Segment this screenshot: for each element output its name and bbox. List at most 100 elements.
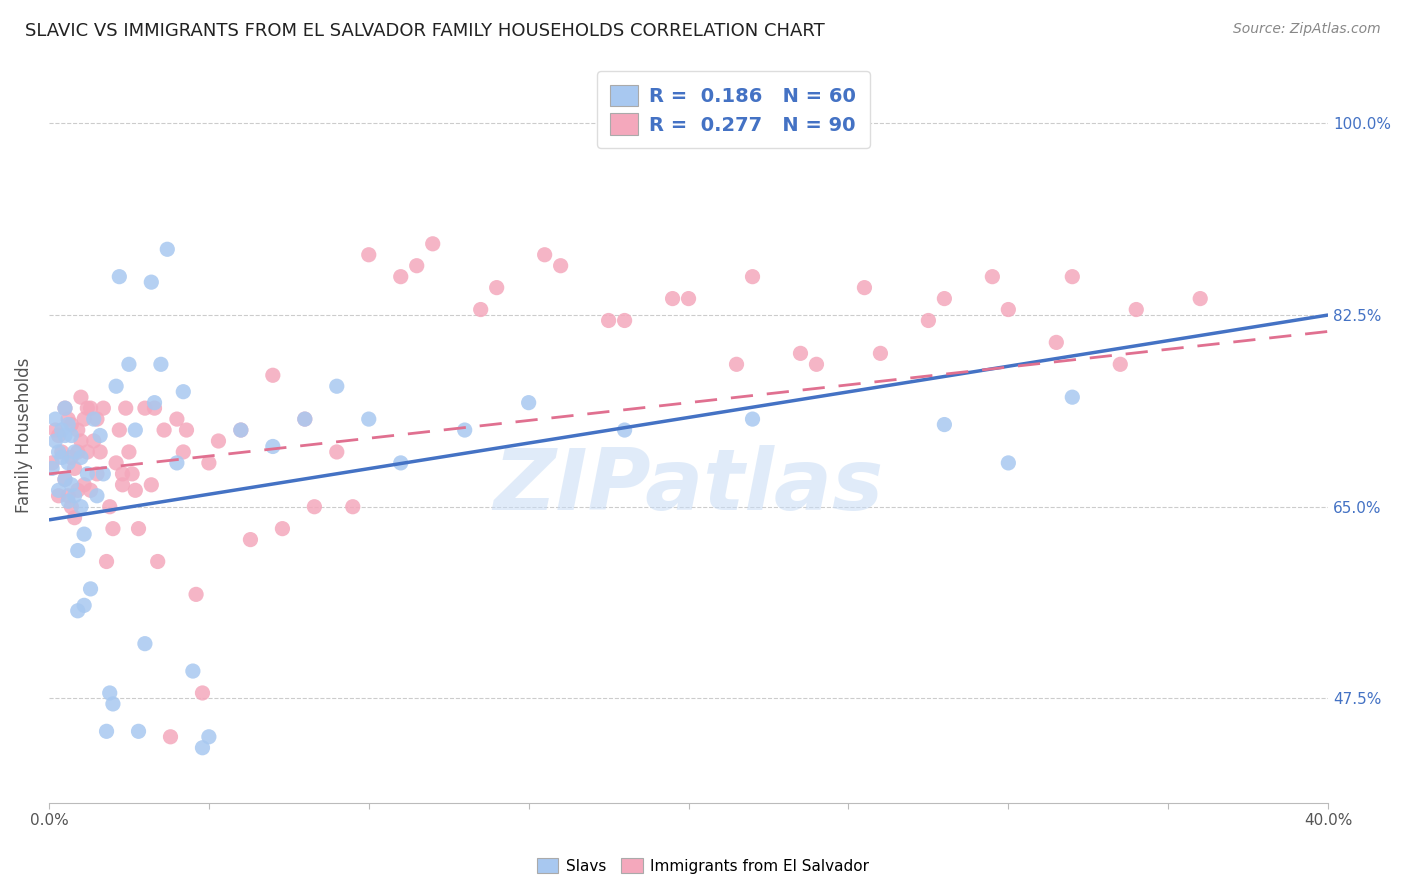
- Point: [134, 637, 156, 651]
- Point: [357, 412, 380, 426]
- Point: [118, 357, 141, 371]
- Point: [44, 412, 66, 426]
- Point: [76, 445, 98, 459]
- Point: [79, 483, 101, 498]
- Point: [191, 686, 214, 700]
- Text: ZIPatlas: ZIPatlas: [494, 445, 884, 528]
- Point: [128, 724, 150, 739]
- Point: [198, 456, 221, 470]
- Point: [422, 236, 444, 251]
- Point: [294, 412, 316, 426]
- Point: [678, 292, 700, 306]
- Point: [76, 401, 98, 416]
- Point: [51, 450, 73, 465]
- Point: [44, 434, 66, 448]
- Point: [934, 292, 956, 306]
- Point: [172, 445, 194, 459]
- Point: [1062, 269, 1084, 284]
- Point: [73, 412, 96, 426]
- Point: [73, 599, 96, 613]
- Point: [53, 472, 76, 486]
- Point: [101, 522, 124, 536]
- Point: [304, 500, 326, 514]
- Point: [63, 461, 86, 475]
- Point: [86, 412, 108, 426]
- Point: [83, 412, 105, 426]
- Point: [869, 346, 891, 360]
- Point: [56, 489, 79, 503]
- Point: [108, 269, 131, 284]
- Point: [143, 401, 166, 416]
- Point: [53, 401, 76, 416]
- Point: [60, 417, 83, 432]
- Point: [98, 686, 121, 700]
- Point: [326, 379, 349, 393]
- Point: [41, 456, 63, 470]
- Point: [86, 467, 108, 481]
- Point: [997, 302, 1019, 317]
- Point: [357, 248, 380, 262]
- Point: [56, 412, 79, 426]
- Point: [48, 489, 70, 503]
- Point: [550, 259, 572, 273]
- Point: [96, 724, 118, 739]
- Point: [60, 428, 83, 442]
- Point: [60, 478, 83, 492]
- Point: [1062, 390, 1084, 404]
- Y-axis label: Family Households: Family Households: [15, 358, 32, 513]
- Point: [44, 423, 66, 437]
- Point: [48, 445, 70, 459]
- Point: [60, 500, 83, 514]
- Text: SLAVIC VS IMMIGRANTS FROM EL SALVADOR FAMILY HOUSEHOLDS CORRELATION CHART: SLAVIC VS IMMIGRANTS FROM EL SALVADOR FA…: [25, 22, 825, 40]
- Legend: Slavs, Immigrants from El Salvador: Slavs, Immigrants from El Salvador: [530, 852, 876, 880]
- Legend: R =  0.186   N = 60, R =  0.277   N = 90: R = 0.186 N = 60, R = 0.277 N = 90: [596, 70, 870, 148]
- Point: [153, 423, 176, 437]
- Point: [128, 522, 150, 536]
- Point: [63, 510, 86, 524]
- Point: [66, 483, 89, 498]
- Point: [613, 423, 636, 437]
- Point: [598, 313, 620, 327]
- Point: [86, 489, 108, 503]
- Point: [181, 664, 204, 678]
- Point: [149, 357, 172, 371]
- Point: [134, 401, 156, 416]
- Point: [108, 423, 131, 437]
- Point: [143, 395, 166, 409]
- Point: [66, 445, 89, 459]
- Point: [981, 269, 1004, 284]
- Point: [73, 478, 96, 492]
- Point: [70, 500, 93, 514]
- Point: [229, 423, 252, 437]
- Point: [105, 379, 128, 393]
- Point: [60, 450, 83, 465]
- Point: [66, 423, 89, 437]
- Point: [191, 740, 214, 755]
- Point: [91, 401, 114, 416]
- Point: [76, 467, 98, 481]
- Point: [661, 292, 683, 306]
- Point: [105, 456, 128, 470]
- Point: [53, 428, 76, 442]
- Point: [79, 582, 101, 596]
- Point: [56, 494, 79, 508]
- Point: [70, 390, 93, 404]
- Point: [41, 461, 63, 475]
- Point: [101, 697, 124, 711]
- Text: Source: ZipAtlas.com: Source: ZipAtlas.com: [1233, 22, 1381, 37]
- Point: [124, 483, 146, 498]
- Point: [172, 384, 194, 399]
- Point: [166, 456, 188, 470]
- Point: [121, 467, 143, 481]
- Point: [124, 423, 146, 437]
- Point: [156, 242, 179, 256]
- Point: [917, 313, 939, 327]
- Point: [91, 467, 114, 481]
- Point: [853, 280, 876, 294]
- Point: [741, 269, 763, 284]
- Point: [63, 445, 86, 459]
- Point: [239, 533, 262, 547]
- Point: [79, 401, 101, 416]
- Point: [53, 401, 76, 416]
- Point: [997, 456, 1019, 470]
